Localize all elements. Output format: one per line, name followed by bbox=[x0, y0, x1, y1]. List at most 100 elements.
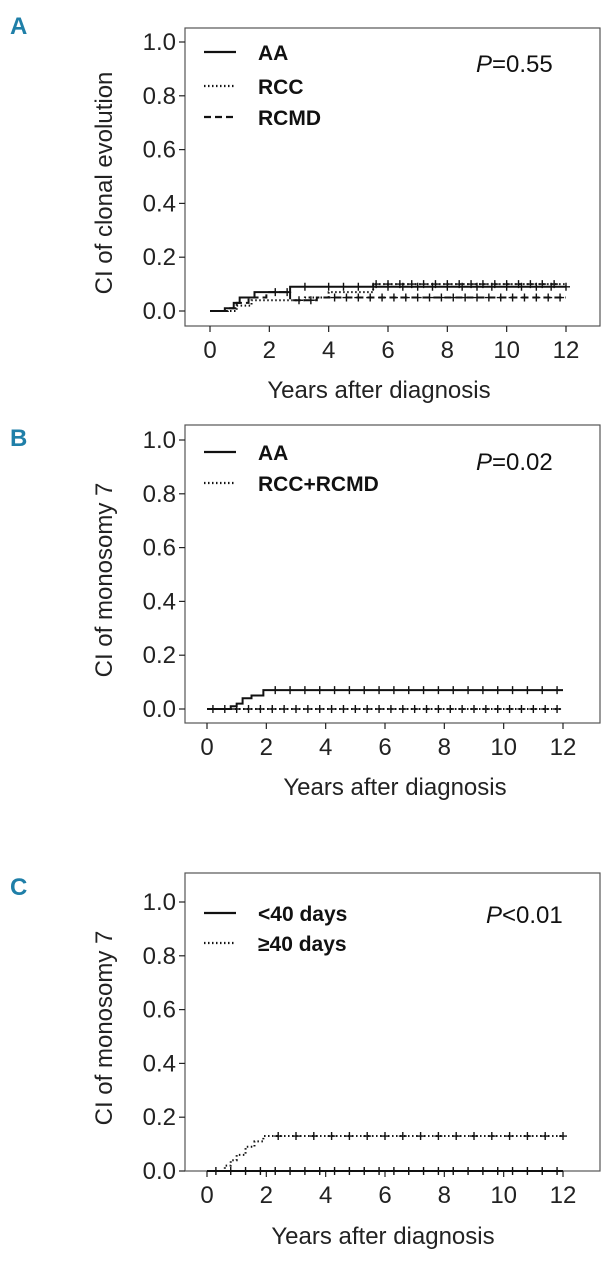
censor-mark-rcc-rcmd bbox=[553, 705, 562, 713]
y-tick-label: 1.0 bbox=[143, 889, 176, 916]
censor-mark-rcc-rcmd bbox=[458, 705, 467, 713]
censor-mark-40-days bbox=[419, 1167, 428, 1175]
x-tick-label: 12 bbox=[550, 1182, 577, 1209]
y-axis-label-a: CI of clonal evolution bbox=[91, 72, 118, 295]
censor-mark-aa bbox=[419, 686, 428, 695]
legend-label-rcmd: RCMD bbox=[258, 107, 321, 130]
censor-mark-rcmd bbox=[401, 293, 410, 302]
legend-a: AA RCC RCMD bbox=[204, 42, 321, 130]
censor-mark-rcc bbox=[490, 280, 499, 289]
censor-mark-rcc-rcmd bbox=[517, 705, 526, 713]
censor-mark-rcmd bbox=[544, 293, 553, 302]
censor-mark-rcc-rcmd bbox=[256, 705, 265, 713]
censor-mark-40-days bbox=[315, 1167, 324, 1175]
censor-mark-aa bbox=[375, 686, 384, 695]
y-tick-label: 0.4 bbox=[143, 190, 176, 217]
x-tick-label: 0 bbox=[203, 337, 216, 364]
y-tick-label: 0.6 bbox=[143, 137, 176, 164]
x-tick-label: 12 bbox=[550, 734, 577, 761]
censor-mark-aa bbox=[553, 686, 562, 695]
legend-b: AA RCC+RCMD bbox=[204, 442, 379, 496]
censor-mark-aa bbox=[324, 282, 333, 291]
censor-mark-rcmd bbox=[283, 288, 292, 297]
censor-mark-rcmd bbox=[437, 293, 446, 302]
censor-mark-40-days bbox=[449, 1167, 458, 1175]
censor-mark-rcmd bbox=[389, 293, 398, 302]
legend-label-lt40: <40 days bbox=[258, 903, 347, 926]
plot-frame-a bbox=[184, 27, 601, 327]
y-tick-label: 0.4 bbox=[143, 1050, 176, 1077]
censor-mark-40-days bbox=[487, 1132, 496, 1141]
y-tick-label: 1.0 bbox=[143, 29, 176, 56]
censor-mark-aa bbox=[464, 686, 473, 695]
censor-mark-40-days bbox=[404, 1167, 413, 1175]
x-tick-label: 8 bbox=[438, 1182, 451, 1209]
x-tick-label: 4 bbox=[319, 1182, 332, 1209]
x-tick-label: 8 bbox=[438, 734, 451, 761]
censor-mark-rcc bbox=[478, 280, 487, 289]
censor-mark-rcc bbox=[395, 280, 404, 289]
y-tick-label: 0.2 bbox=[143, 642, 176, 669]
censor-mark-40-days bbox=[345, 1132, 354, 1141]
censor-mark-rcmd bbox=[484, 293, 493, 302]
censor-mark-rcc-rcmd bbox=[505, 705, 514, 713]
censor-mark-aa bbox=[389, 686, 398, 695]
censor-mark-40-days bbox=[505, 1132, 514, 1141]
censor-mark-rcc-rcmd bbox=[339, 705, 348, 713]
censor-mark-rcmd bbox=[295, 296, 303, 305]
censor-mark-40-days bbox=[434, 1132, 443, 1141]
censor-mark-rcmd bbox=[556, 293, 565, 302]
censor-mark-40-days bbox=[345, 1167, 354, 1175]
y-tick-label: 0.2 bbox=[143, 1104, 176, 1131]
censor-mark-40-days bbox=[241, 1167, 250, 1175]
y-tick-label: 0.0 bbox=[143, 696, 176, 723]
censor-mark-40-days bbox=[553, 1167, 562, 1175]
legend-c: <40 days ≥40 days bbox=[204, 903, 347, 956]
censor-mark-rcc-rcmd bbox=[410, 705, 419, 713]
censor-mark-rcmd bbox=[378, 293, 387, 302]
censor-mark-40-days bbox=[478, 1167, 487, 1175]
censor-mark-aa bbox=[538, 686, 547, 695]
censor-mark-rcc bbox=[526, 280, 535, 289]
y-tick-label: 0.8 bbox=[143, 943, 176, 970]
censor-mark-40-days bbox=[508, 1167, 517, 1175]
censor-mark-aa bbox=[315, 686, 324, 695]
censor-mark-40-days bbox=[416, 1132, 425, 1141]
x-tick-label: 10 bbox=[493, 337, 520, 364]
series-group-b bbox=[207, 686, 563, 713]
censor-mark-40-days bbox=[493, 1167, 502, 1175]
censor-mark-rcc bbox=[502, 280, 511, 289]
censor-mark-aa bbox=[508, 686, 517, 695]
censor-mark-aa bbox=[478, 686, 487, 695]
censor-mark-rcc-rcmd bbox=[422, 705, 431, 713]
x-tick-label: 0 bbox=[200, 1182, 213, 1209]
censor-mark-rcc bbox=[431, 280, 440, 289]
censor-mark-rcc-rcmd bbox=[208, 705, 217, 713]
censor-mark-rcc-rcmd bbox=[327, 705, 336, 713]
censor-mark-aa bbox=[493, 686, 502, 695]
censor-mark-rcc-rcmd bbox=[268, 705, 277, 713]
censor-mark-rcmd bbox=[413, 293, 422, 302]
censor-mark-aa bbox=[523, 686, 532, 695]
censor-mark-aa bbox=[354, 282, 363, 291]
series-line-rcmd bbox=[210, 291, 566, 312]
y-tick-label: 0.4 bbox=[143, 588, 176, 615]
series-group-c bbox=[207, 1132, 567, 1175]
censor-mark-aa bbox=[330, 686, 339, 695]
x-tick-label: 2 bbox=[263, 337, 276, 364]
censor-mark-rcc-rcmd bbox=[303, 705, 312, 713]
censor-mark-rcc-rcmd bbox=[220, 705, 229, 713]
censor-mark-rcc bbox=[443, 280, 452, 289]
censor-mark-40-days bbox=[292, 1132, 300, 1141]
censor-mark-rcmd bbox=[496, 293, 505, 302]
censor-mark-rcc-rcmd bbox=[541, 705, 550, 713]
y-tick-label: 0.0 bbox=[143, 298, 176, 325]
censor-mark-rcc bbox=[407, 280, 416, 289]
censor-mark-rcc-rcmd bbox=[481, 705, 490, 713]
plot-frame-b bbox=[184, 424, 601, 724]
censor-mark-rcc bbox=[455, 280, 464, 289]
x-tick-label: 4 bbox=[322, 337, 335, 364]
censor-mark-rcc bbox=[550, 280, 559, 289]
censor-mark-40-days bbox=[523, 1132, 532, 1141]
y-tick-label: 0.8 bbox=[143, 481, 176, 508]
